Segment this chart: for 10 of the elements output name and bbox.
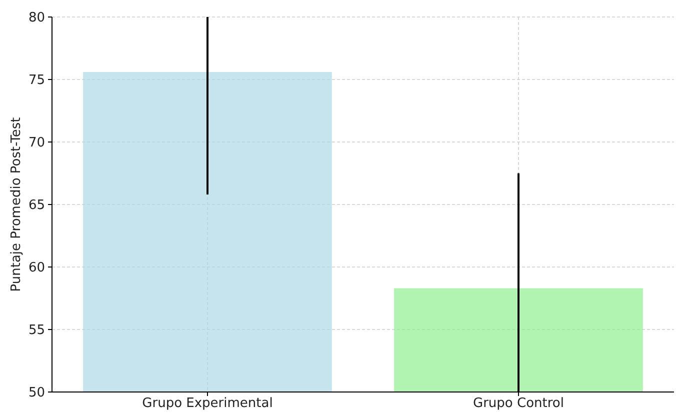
- x-tick-label: Grupo Control: [473, 396, 564, 411]
- y-tick-label: 70: [28, 136, 45, 151]
- y-tick-label: 50: [28, 386, 45, 401]
- y-tick-label: 55: [28, 323, 45, 338]
- y-tick-label: 65: [28, 198, 45, 214]
- y-tick-label: 75: [28, 73, 45, 88]
- y-axis-title: Puntaje Promedio Post-Test: [9, 117, 24, 292]
- y-tick-label: 80: [28, 10, 45, 26]
- x-tick-label: Grupo Experimental: [142, 396, 273, 411]
- y-tick-label: 60: [28, 260, 45, 276]
